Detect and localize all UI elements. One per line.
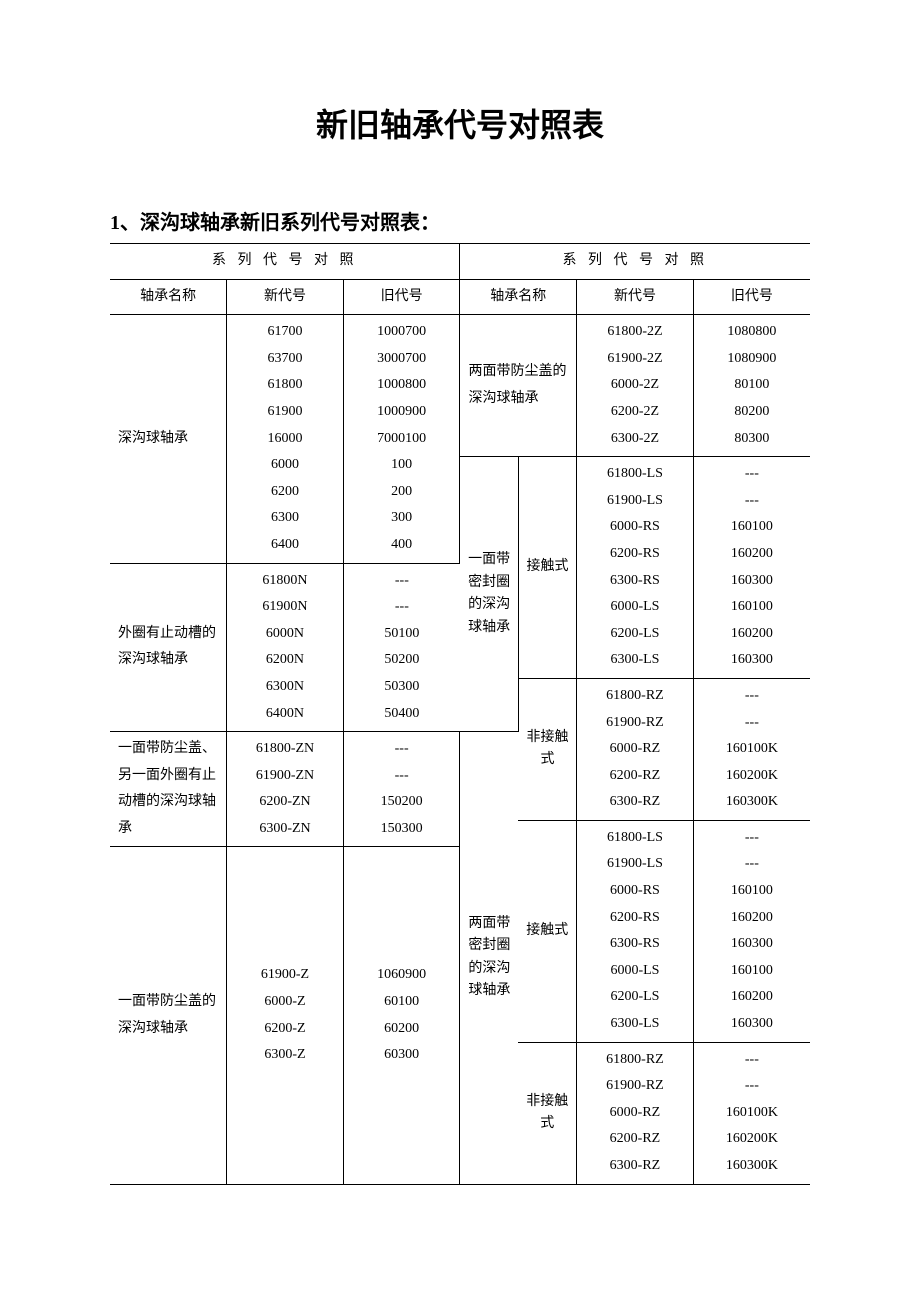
old-cell: --- --- 160100K 160200K 160300K xyxy=(693,1042,810,1184)
old-cell: --- --- 160100 160200 160300 160100 1602… xyxy=(693,820,810,1042)
right-name-header: 轴承名称 xyxy=(460,279,577,315)
name-cell: 一面带防尘盖的深沟球轴承 xyxy=(110,847,227,1184)
new-cell: 61800N 61900N 6000N 6200N 6300N 6400N xyxy=(227,563,344,732)
sub-cell: 非接触式 xyxy=(518,1042,576,1184)
new-cell: 61700 63700 61800 61900 16000 6000 6200 … xyxy=(227,315,344,563)
old-cell: --- --- 160100 160200 160300 160100 1602… xyxy=(693,457,810,679)
new-cell: 61800-2Z 61900-2Z 6000-2Z 6200-2Z 6300-2… xyxy=(577,315,694,457)
name-cell: 深沟球轴承 xyxy=(110,315,227,563)
header-row-2: 轴承名称 新代号 旧代号 轴承名称 新代号 旧代号 xyxy=(110,279,810,315)
name-cell: 一面带防尘盖、另一面外圈有止动槽的深沟球轴承 xyxy=(110,732,227,847)
old-cell: 1080800 1080900 80100 80200 80300 xyxy=(693,315,810,457)
sub-cell: 非接触式 xyxy=(518,678,576,820)
page-title: 新旧轴承代号对照表 xyxy=(110,100,810,146)
comparison-table: 系 列 代 号 对 照 系 列 代 号 对 照 轴承名称 新代号 旧代号 轴承名… xyxy=(110,243,810,1185)
sub-cell: 接触式 xyxy=(518,820,576,1042)
left-new-header: 新代号 xyxy=(227,279,344,315)
old-cell: --- --- 160100K 160200K 160300K xyxy=(693,678,810,820)
new-cell: 61800-LS 61900-LS 6000-RS 6200-RS 6300-R… xyxy=(577,820,694,1042)
left-group-header: 系 列 代 号 对 照 xyxy=(110,244,460,280)
header-row-1: 系 列 代 号 对 照 系 列 代 号 对 照 xyxy=(110,244,810,280)
section-title: 1、深沟球轴承新旧系列代号对照表： xyxy=(110,206,810,235)
right-new-header: 新代号 xyxy=(577,279,694,315)
name-cell: 两面带密封圈的深沟球轴承 xyxy=(460,732,518,1185)
new-cell: 61800-RZ 61900-RZ 6000-RZ 6200-RZ 6300-R… xyxy=(577,1042,694,1184)
new-cell: 61800-RZ 61900-RZ 6000-RZ 6200-RZ 6300-R… xyxy=(577,678,694,820)
name-cell: 外圈有止动槽的深沟球轴承 xyxy=(110,563,227,732)
new-cell: 61900-Z 6000-Z 6200-Z 6300-Z xyxy=(227,847,344,1184)
right-old-header: 旧代号 xyxy=(693,279,810,315)
right-group-header: 系 列 代 号 对 照 xyxy=(460,244,810,280)
sub-cell: 接触式 xyxy=(518,457,576,679)
new-cell: 61800-ZN 61900-ZN 6200-ZN 6300-ZN xyxy=(227,732,344,847)
old-cell: --- --- 50100 50200 50300 50400 xyxy=(343,563,460,732)
name-cell: 两面带防尘盖的深沟球轴承 xyxy=(460,315,577,457)
name-cell: 一面带密封圈的深沟球轴承 xyxy=(460,457,518,732)
old-cell: 1000700 3000700 1000800 1000900 7000100 … xyxy=(343,315,460,563)
new-cell: 61800-LS 61900-LS 6000-RS 6200-RS 6300-R… xyxy=(577,457,694,679)
left-name-header: 轴承名称 xyxy=(110,279,227,315)
old-cell: 1060900 60100 60200 60300 xyxy=(343,847,460,1184)
table-row: 深沟球轴承 61700 63700 61800 61900 16000 6000… xyxy=(110,315,810,457)
left-old-header: 旧代号 xyxy=(343,279,460,315)
old-cell: --- --- 150200 150300 xyxy=(343,732,460,847)
